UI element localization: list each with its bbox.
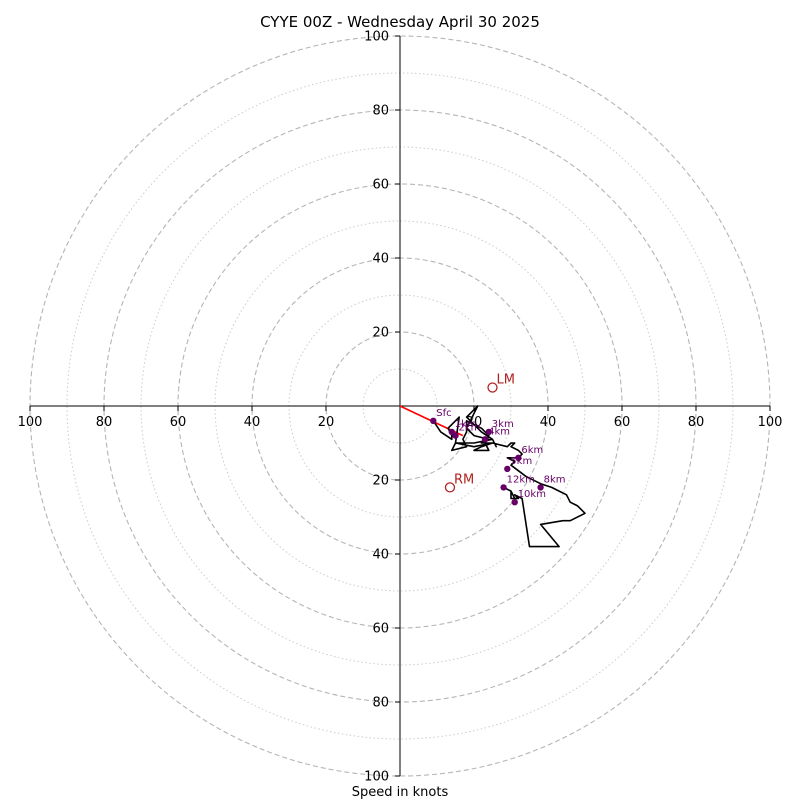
height-point-5km [504, 465, 511, 473]
hodograph-trace [432, 405, 586, 548]
tick-label-right: 40 [540, 415, 557, 430]
tick-label-left: 100 [18, 415, 43, 430]
height-label-sfc: Sfc [436, 408, 451, 419]
tick-label-up: 100 [364, 30, 389, 45]
height-label-5km: 5km [510, 456, 532, 467]
height-point-3km [485, 428, 492, 436]
tick-label-right: 80 [688, 415, 705, 430]
tick-label-down: 20 [372, 474, 389, 489]
height-label-10km: 10km [518, 489, 546, 500]
height-label-3km: 3km [492, 419, 514, 430]
height-point-4km [481, 436, 489, 443]
hodograph-trace-group [432, 405, 586, 548]
tick-label-left: 40 [244, 415, 261, 430]
mover-label-lm: LM [497, 373, 515, 388]
tick-label-down: 100 [364, 770, 389, 785]
height-point-sfc [430, 417, 437, 424]
tick-label-left: 60 [170, 415, 187, 430]
tick-label-down: 60 [372, 622, 389, 637]
x-axis-label: Speed in knots [352, 785, 449, 800]
tick-label-down: 40 [372, 548, 389, 563]
storm-movers: LM RM [444, 373, 515, 493]
height-label-12km: 12km [507, 474, 535, 485]
tick-label-up: 80 [372, 104, 389, 119]
height-point-10km [511, 499, 518, 506]
chart-title: CYYE 00Z - Wednesday April 30 2025 [260, 13, 540, 31]
height-point-12km [500, 484, 507, 491]
height-label-1km: 1km [455, 419, 477, 430]
axis-tick-labels: 100 80 60 40 20 20 40 60 80 100204060801002040608… [18, 30, 783, 785]
tick-label-left: 80 [96, 415, 113, 430]
height-point-6km [515, 454, 522, 461]
tick-label-left: 20 [318, 415, 335, 430]
mover-label-rm: RM [454, 472, 474, 487]
mover-marker-lm [487, 382, 498, 393]
tick-label-up: 20 [372, 326, 389, 341]
height-point-2km [452, 432, 459, 439]
height-label-4km: 4km [488, 426, 510, 437]
tick-label-up: 40 [372, 252, 389, 267]
tick-label-up: 60 [372, 178, 389, 193]
height-label-2km: 2km [459, 423, 481, 434]
height-label-8km: 8km [544, 474, 566, 485]
tick-label-down: 80 [372, 696, 389, 711]
tick-label-right: 100 [758, 415, 783, 430]
mover-marker-rm [444, 482, 456, 493]
tick-label-right: 60 [614, 415, 631, 430]
height-label-6km: 6km [521, 445, 543, 456]
height-point-8km [537, 484, 544, 491]
